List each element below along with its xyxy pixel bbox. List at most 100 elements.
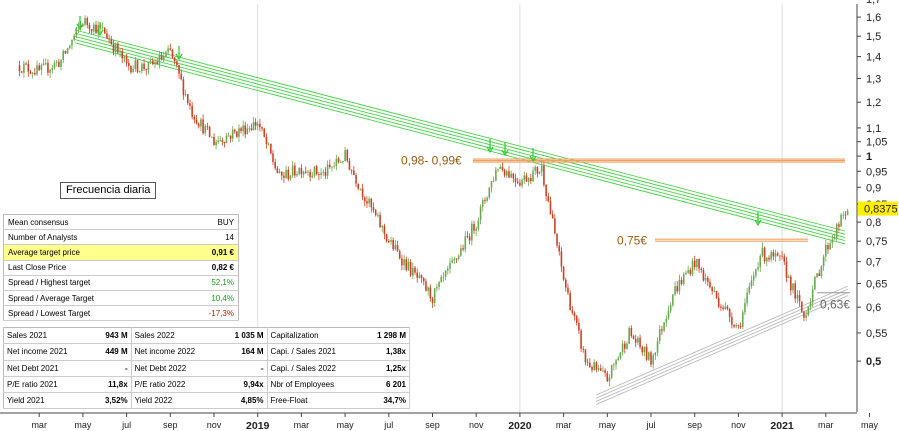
candle-body: [497, 168, 499, 170]
candle-body: [42, 63, 45, 66]
fundamentals-table: Sales 2021 943 M Sales 2022 1 035 M Capitali…: [3, 327, 411, 410]
consensus-row: Spread / Highest target 52,1%: [3, 275, 239, 291]
candle-body: [90, 29, 93, 32]
candle-body: [643, 346, 646, 353]
candle-body: [475, 228, 477, 231]
candle-body: [704, 277, 707, 281]
candle-body: [632, 336, 635, 339]
candle-body: [844, 214, 847, 216]
x-tick-label: mar: [31, 420, 47, 430]
candle-body: [256, 123, 259, 126]
candle-body: [84, 18, 86, 25]
candle-body: [326, 164, 329, 176]
candle-body: [97, 25, 99, 34]
candle-body: [707, 277, 709, 282]
candle-body: [272, 153, 274, 162]
y-tick-label: 1,6: [866, 12, 881, 24]
y-axis: 1,71,61,51,41,31,21,11,0510,950,90,850,8…: [856, 0, 887, 412]
x-tick-label: nov: [469, 420, 484, 430]
candle-body: [685, 272, 687, 275]
candle-body: [242, 125, 244, 132]
candle-body: [267, 143, 270, 145]
x-tick-label: jul: [121, 420, 131, 430]
candle-body: [599, 368, 602, 371]
candle-body: [831, 239, 834, 244]
candle-body: [551, 214, 554, 219]
candle-body: [619, 352, 622, 359]
candle-body: [556, 233, 558, 246]
candle-body: [779, 255, 781, 257]
touch-arrow-head: [96, 29, 104, 37]
candle-body: [154, 61, 156, 65]
candle-body: [285, 169, 287, 178]
candle-body: [182, 79, 185, 95]
touch-arrow-head: [76, 23, 84, 31]
y-tick-label: 1,7: [866, 0, 881, 6]
candle-body: [110, 39, 113, 45]
candle-body: [543, 165, 545, 185]
candle-body: [748, 286, 751, 293]
candle-body: [276, 168, 279, 174]
candle-body: [626, 343, 628, 349]
x-tick-label: mar: [294, 420, 310, 430]
candle-body: [40, 65, 43, 71]
candle-body: [246, 128, 249, 135]
candle-body: [545, 184, 547, 197]
y-tick-label: 1,3: [866, 74, 881, 86]
y-tick-label: 0,8: [866, 217, 881, 229]
candle-body: [296, 174, 298, 176]
candle-body: [414, 267, 416, 273]
candle-body: [822, 256, 825, 267]
candle-body: [772, 252, 775, 257]
candle-body: [127, 62, 130, 66]
candle-body: [315, 166, 318, 175]
candle-body: [370, 198, 373, 208]
candle-body: [645, 346, 648, 360]
candle-body: [540, 165, 543, 172]
candle-body: [304, 171, 307, 173]
x-tick-label: jul: [645, 420, 655, 430]
candle-body: [534, 167, 536, 171]
candle-body: [106, 33, 108, 39]
candle-body: [510, 173, 512, 178]
candle-body: [141, 63, 143, 72]
candle-body: [687, 269, 689, 273]
candle-body: [560, 251, 563, 267]
candle-body: [221, 140, 224, 142]
x-tick-label: jul: [383, 420, 393, 430]
candle-body: [211, 136, 213, 138]
candle-body: [816, 273, 818, 277]
candle-body: [298, 168, 301, 175]
consensus-value: 10,4%: [176, 290, 239, 307]
candle-body: [479, 206, 482, 221]
candle-body: [512, 173, 515, 179]
fundamentals-value: 11,8x: [92, 376, 132, 394]
candle-body: [250, 128, 253, 131]
support-line: [595, 285, 849, 396]
candle-body: [136, 60, 139, 72]
annotations: 0,98- 0,99€ 0,75€ 0,63€ 0,8375: [401, 154, 898, 312]
candle-body: [663, 322, 665, 331]
fundamentals-row: Sales 2021 943 M Sales 2022 1 035 M Capitali…: [3, 327, 411, 345]
candle-body: [495, 169, 497, 181]
candle-body: [573, 312, 576, 317]
fundamentals-value: 1,38x: [362, 343, 411, 361]
candle-body: [693, 260, 696, 268]
candle-body: [38, 65, 40, 71]
candle-body: [499, 166, 502, 169]
fundamentals-value: 1 035 M: [220, 327, 268, 345]
candle-body: [291, 165, 294, 176]
channel-line: [74, 29, 846, 232]
candle-body: [350, 169, 353, 171]
y-tick-label: 1,05: [866, 137, 887, 149]
candle-body: [610, 364, 613, 378]
candle-body: [388, 241, 390, 242]
candle-body: [451, 260, 453, 263]
candle-body: [575, 316, 578, 323]
candle-body: [842, 214, 845, 216]
candle-body: [95, 24, 97, 34]
consensus-value: 0,91 €: [176, 244, 239, 261]
candle-body: [761, 247, 764, 256]
candle-body: [191, 105, 193, 117]
candle-body: [637, 337, 639, 343]
